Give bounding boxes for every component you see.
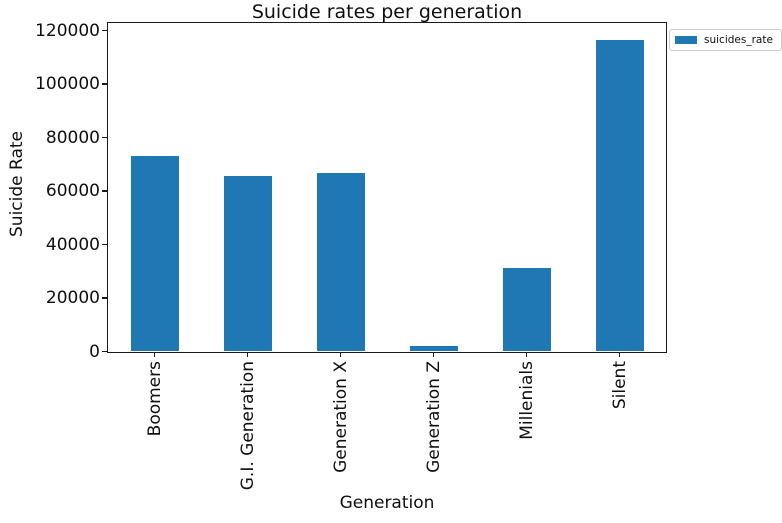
- x-tick-mark: [618, 352, 621, 357]
- y-tick-mark: [102, 136, 107, 139]
- y-tick-label: 0: [89, 341, 100, 362]
- x-tick-label: Generation Z: [423, 361, 444, 473]
- legend: suicides_rate: [669, 29, 782, 51]
- y-tick-label: 20000: [45, 288, 100, 308]
- x-tick-mark: [246, 352, 249, 357]
- y-tick-label: 60000: [45, 181, 100, 201]
- bar-millenials: [502, 267, 551, 352]
- bar-g-i-generation: [223, 175, 272, 352]
- x-tick-mark: [153, 352, 156, 357]
- x-tick-label: G.I. Generation: [237, 361, 258, 491]
- x-tick-mark: [432, 352, 435, 357]
- y-tick-label: 100000: [35, 74, 100, 95]
- x-tick-mark: [339, 352, 342, 357]
- plot-area: [107, 22, 667, 353]
- x-tick-label: Millenials: [516, 361, 537, 440]
- legend-label: suicides_rate: [704, 34, 773, 46]
- x-tick-label: Generation X: [330, 361, 351, 473]
- x-tick-label: Boomers: [144, 361, 165, 437]
- bar-generation-z: [409, 346, 458, 352]
- bar-silent: [595, 40, 644, 352]
- legend-swatch-icon: [675, 36, 697, 44]
- x-axis-label: Generation: [339, 493, 435, 513]
- bar-boomers: [130, 155, 179, 352]
- y-tick-label: 40000: [45, 234, 100, 255]
- y-tick-label: 120000: [35, 20, 100, 41]
- y-tick-mark: [102, 243, 107, 246]
- y-tick-mark: [102, 83, 107, 85]
- y-tick-mark: [102, 190, 107, 192]
- y-tick-mark: [102, 29, 107, 32]
- x-tick-label: Silent: [609, 361, 630, 410]
- y-tick-mark: [102, 297, 107, 299]
- y-tick-mark: [102, 350, 107, 353]
- y-tick-label: 80000: [45, 127, 100, 148]
- bar-generation-x: [316, 173, 365, 352]
- chart-title: Suicide rates per generation: [251, 1, 523, 23]
- x-tick-mark: [525, 352, 528, 357]
